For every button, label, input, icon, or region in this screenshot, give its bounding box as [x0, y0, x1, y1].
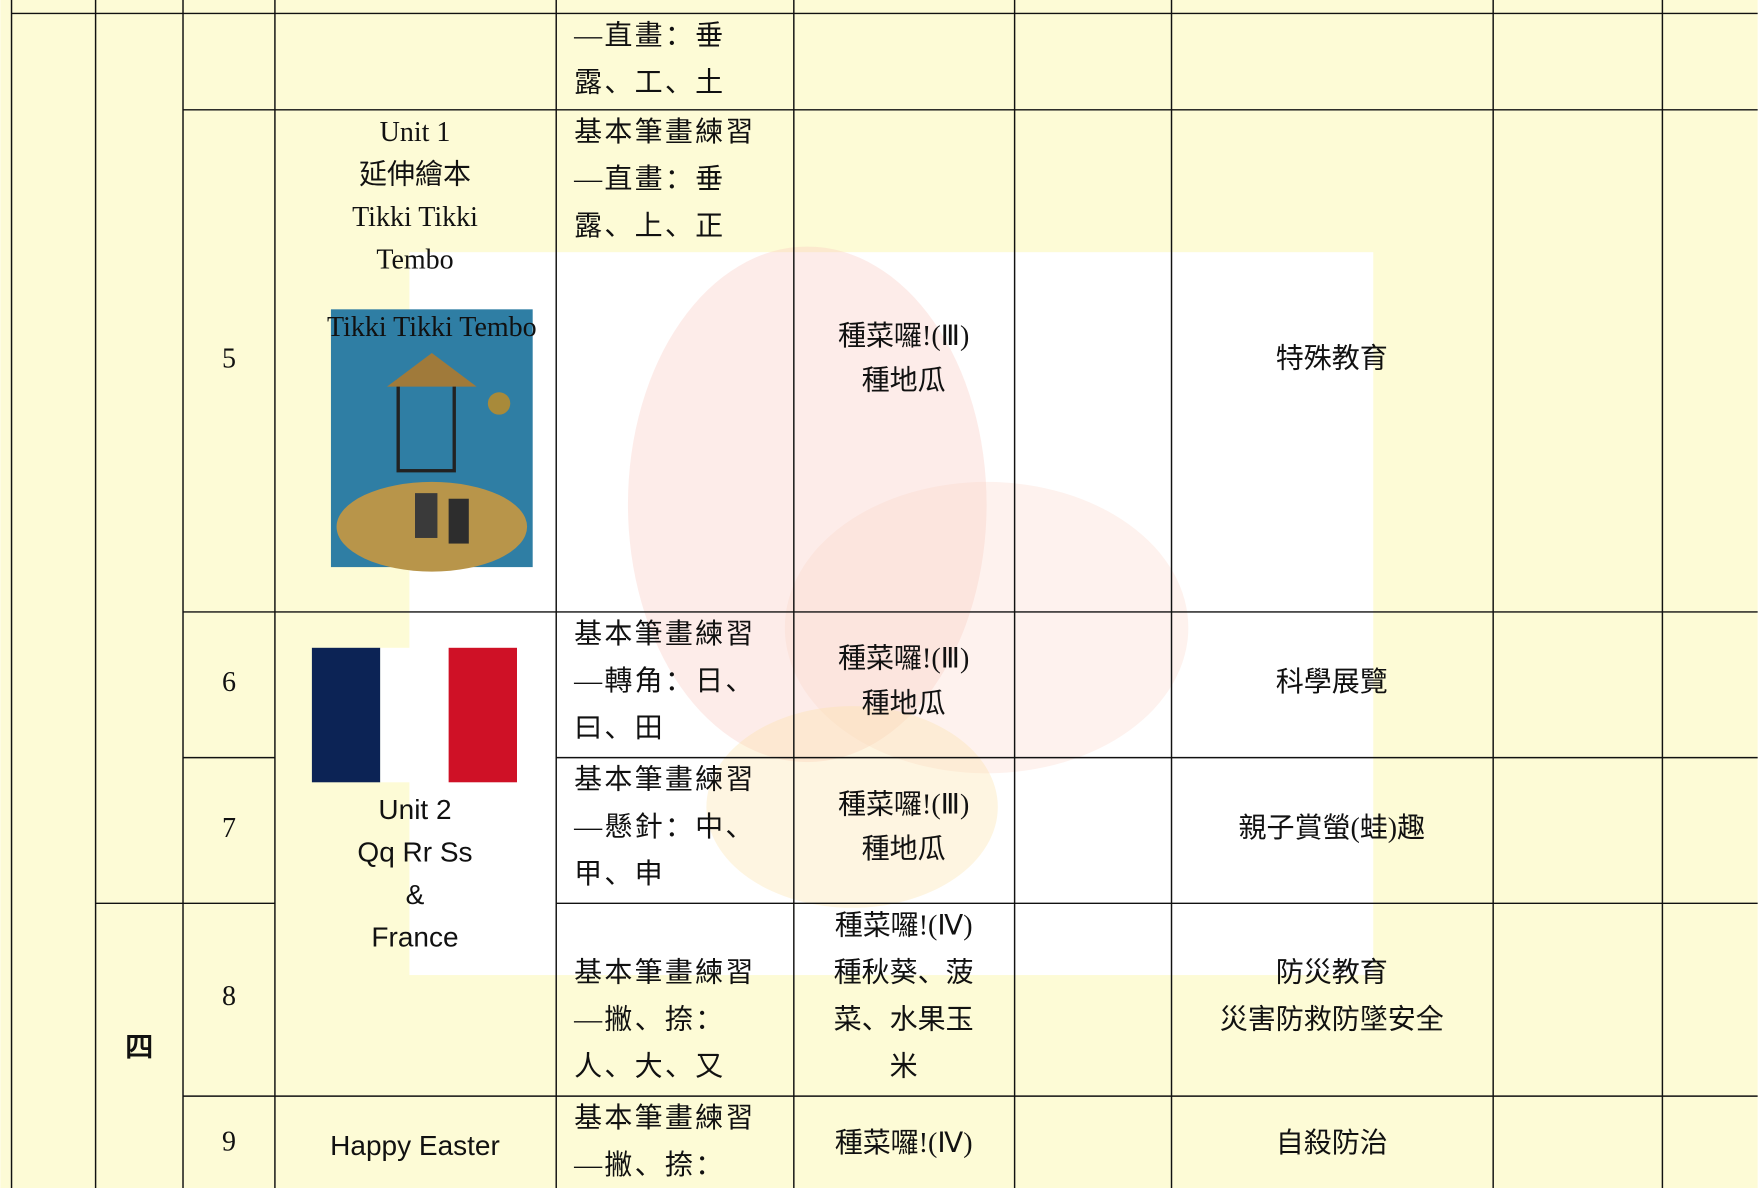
topic: 防災教育 — [1276, 956, 1388, 988]
writing-practice: 基本筆畫練習 — [574, 764, 755, 796]
week-number: 6 — [222, 667, 236, 698]
book-cover-title: Tikki Tikki Tembo — [327, 312, 537, 343]
watermark-panel — [409, 252, 1374, 976]
topic: 災害防救防墜安全 — [1220, 1004, 1444, 1036]
semester-mark: 四 — [125, 1033, 153, 1064]
activity: 種地瓜 — [862, 687, 946, 719]
writing-practice: 甲、申 — [574, 858, 665, 890]
writing-practice: —撇、捺： — [573, 1149, 725, 1181]
writing-practice: 人、大、又 — [574, 1051, 725, 1083]
topic: 科學展覽 — [1276, 666, 1388, 698]
unit-title: Qq Rr Ss — [357, 836, 472, 867]
activity: 種菜囉!(Ⅲ) — [838, 643, 969, 675]
topic: 親子賞螢(蛙)趣 — [1238, 812, 1425, 844]
writing-practice: —懸針：中、 — [573, 811, 755, 843]
unit-title: 延伸繪本 — [359, 159, 471, 191]
week-number: 8 — [222, 981, 236, 1012]
activity: 種地瓜 — [862, 365, 946, 397]
activity: 種菜囉!(Ⅲ) — [838, 320, 969, 352]
unit-title: & — [406, 879, 425, 910]
unit-title: Unit 1 — [380, 117, 451, 148]
writing-practice: 露、工、土 — [574, 67, 725, 99]
activity: 種菜囉!(Ⅳ) — [835, 1127, 973, 1159]
watermark-wing — [627, 246, 987, 763]
writing-practice: 露、上、正 — [574, 211, 725, 242]
watermark-wing — [706, 706, 998, 908]
activity: 種菜囉!(Ⅲ) — [838, 788, 969, 820]
watermark-wing — [784, 481, 1189, 774]
unit-title: Tikki Tikki — [352, 202, 478, 233]
week-number: 7 — [222, 813, 236, 844]
week-number: 9 — [222, 1127, 236, 1158]
activity: 種地瓜 — [862, 833, 946, 865]
book-cover — [330, 309, 533, 572]
writing-practice: —轉角：日、 — [573, 665, 755, 697]
writing-practice: —直畫：垂 — [573, 163, 725, 195]
writing-practice: 曰、田 — [574, 713, 665, 744]
week-number: 5 — [222, 343, 236, 374]
writing-practice: 基本筆畫練習 — [574, 618, 755, 650]
unit-title: Unit 2 — [378, 794, 451, 825]
writing-practice: 基本筆畫練習 — [574, 116, 755, 148]
activity: 種菜囉!(Ⅳ) — [835, 909, 973, 941]
topic: 特殊教育 — [1276, 342, 1388, 374]
writing-practice: —直畫：垂 — [573, 20, 725, 52]
writing-practice: 基本筆畫練習 — [574, 1102, 755, 1134]
topic: 自殺防治 — [1276, 1127, 1388, 1159]
unit-title: Happy Easter — [330, 1130, 500, 1161]
activity: 菜、水果玉 — [834, 1004, 974, 1036]
flag-france — [311, 647, 517, 783]
activity: 種秋葵、菠 — [834, 956, 974, 988]
grid-lines — [10, 0, 1758, 1188]
writing-practice: —撇、捺： — [573, 1004, 725, 1036]
writing-practice: 基本筆畫練習 — [574, 956, 755, 988]
activity: 米 — [890, 1051, 918, 1083]
unit-title: Tembo — [376, 245, 453, 276]
unit-title: France — [371, 922, 458, 953]
